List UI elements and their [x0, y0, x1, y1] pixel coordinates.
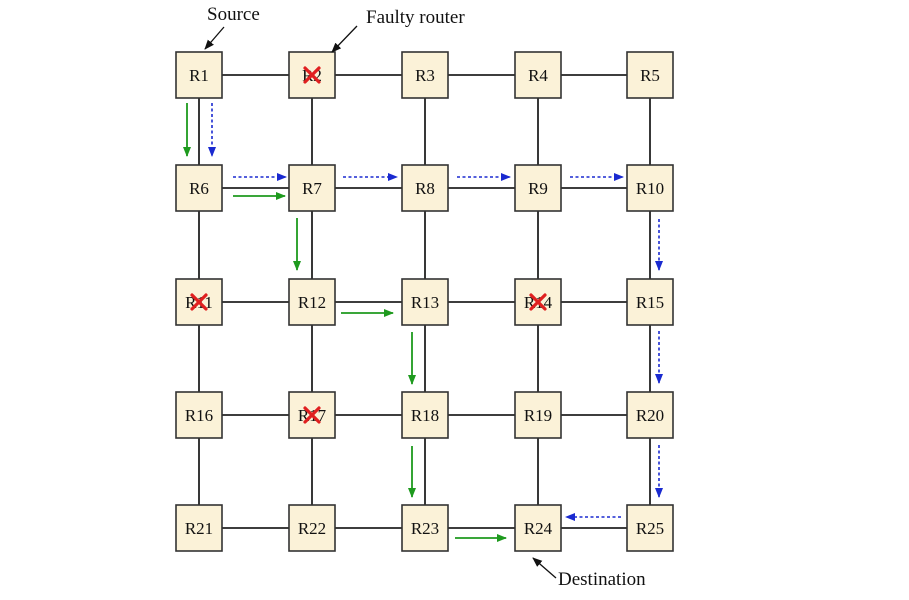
router-label: R13 — [411, 293, 439, 312]
router-box — [626, 504, 674, 552]
router-box — [175, 391, 223, 439]
router-r6: R6 — [175, 164, 223, 212]
source-pointer-arrow — [204, 26, 225, 50]
router-label: R22 — [298, 519, 326, 538]
router-box — [626, 51, 674, 99]
router-label: R24 — [524, 519, 553, 538]
faulty-pointer-arrow — [331, 25, 358, 53]
router-box — [175, 278, 223, 326]
source-annotation: Source — [207, 4, 260, 25]
fault-x-icon — [190, 293, 208, 311]
solid-green-route — [183, 103, 507, 542]
fault-x-icon — [303, 66, 321, 84]
router-label: R5 — [640, 66, 660, 85]
router-box — [288, 504, 336, 552]
fault-x-icon — [303, 406, 321, 424]
router-box — [626, 278, 674, 326]
router-label: R10 — [636, 179, 664, 198]
router-r7: R7 — [288, 164, 336, 212]
faulty-marks-layer — [190, 66, 547, 424]
router-box — [626, 164, 674, 212]
router-label: R18 — [411, 406, 439, 425]
router-r23: R23 — [401, 504, 449, 552]
router-label: R9 — [528, 179, 548, 198]
router-box — [288, 278, 336, 326]
router-box — [401, 504, 449, 552]
router-r10: R10 — [626, 164, 674, 212]
fault-x-icon — [529, 293, 547, 311]
router-label: R21 — [185, 519, 213, 538]
router-box — [514, 164, 562, 212]
router-r20: R20 — [626, 391, 674, 439]
dashed-blue-route — [208, 103, 663, 521]
router-r25: R25 — [626, 504, 674, 552]
router-r15: R15 — [626, 278, 674, 326]
destination-pointer-arrow — [532, 557, 557, 579]
routers-layer: R1R2R3R4R5R6R7R8R9R10R11R12R13R14R15R16R… — [175, 51, 674, 552]
router-r22: R22 — [288, 504, 336, 552]
router-r3: R3 — [401, 51, 449, 99]
router-r5: R5 — [626, 51, 674, 99]
router-box — [175, 504, 223, 552]
router-box — [401, 164, 449, 212]
router-box — [514, 391, 562, 439]
router-r1: R1 — [175, 51, 223, 99]
router-label: R25 — [636, 519, 664, 538]
router-label: R8 — [415, 179, 435, 198]
router-label: R19 — [524, 406, 552, 425]
links-layer — [198, 74, 651, 529]
faulty-router-annotation: Faulty router — [366, 7, 465, 28]
router-box — [401, 391, 449, 439]
router-box — [514, 51, 562, 99]
router-label: R1 — [189, 66, 209, 85]
router-box — [401, 51, 449, 99]
router-r19: R19 — [514, 391, 562, 439]
router-box — [288, 164, 336, 212]
destination-annotation: Destination — [558, 569, 646, 590]
router-box — [175, 164, 223, 212]
router-label: R23 — [411, 519, 439, 538]
router-r4: R4 — [514, 51, 562, 99]
router-box — [514, 504, 562, 552]
router-box — [626, 391, 674, 439]
router-r16: R16 — [175, 391, 223, 439]
router-label: R16 — [185, 406, 213, 425]
router-r8: R8 — [401, 164, 449, 212]
router-r24: R24 — [514, 504, 562, 552]
router-r21: R21 — [175, 504, 223, 552]
router-box — [175, 51, 223, 99]
router-r9: R9 — [514, 164, 562, 212]
router-label: R4 — [528, 66, 548, 85]
router-label: R7 — [302, 179, 322, 198]
router-box — [401, 278, 449, 326]
router-r12: R12 — [288, 278, 336, 326]
router-r13: R13 — [401, 278, 449, 326]
router-label: R12 — [298, 293, 326, 312]
router-label: R15 — [636, 293, 664, 312]
router-r18: R18 — [401, 391, 449, 439]
router-label: R3 — [415, 66, 435, 85]
router-label: R20 — [636, 406, 664, 425]
router-label: R6 — [189, 179, 209, 198]
